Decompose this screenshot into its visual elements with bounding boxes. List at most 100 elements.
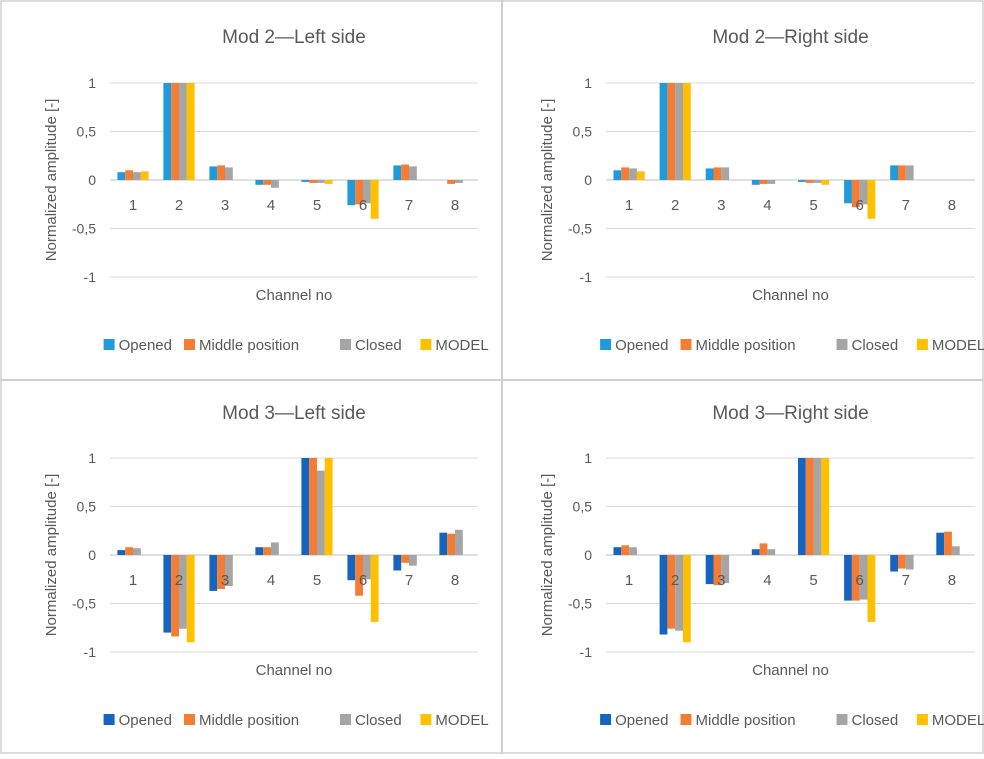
bar-closed-ch6 <box>859 180 868 205</box>
bar-middle-position-ch8 <box>447 533 455 555</box>
x-tick-label: 3 <box>717 572 725 589</box>
legend-label: Opened <box>119 337 172 354</box>
bar-closed-ch7 <box>409 166 417 180</box>
x-tick-label: 3 <box>221 572 229 589</box>
x-axis-label: Channel no <box>752 662 829 679</box>
y-tick-label: 0,5 <box>573 499 593 515</box>
x-tick-label: 6 <box>359 197 367 214</box>
bar-middle-position-ch5 <box>805 458 814 555</box>
x-tick-label: 1 <box>625 572 633 589</box>
x-tick-label: 4 <box>267 572 275 589</box>
legend-swatch <box>340 714 351 725</box>
x-tick-label: 5 <box>313 197 321 214</box>
x-tick-label: 2 <box>671 197 679 214</box>
y-tick-label: -1 <box>84 644 97 660</box>
bar-opened-ch6 <box>844 555 852 601</box>
x-tick-label: 7 <box>902 197 910 214</box>
bar-closed-ch3 <box>225 167 233 180</box>
bar-opened-ch7 <box>393 165 402 180</box>
legend-label: Closed <box>852 337 899 354</box>
y-tick-label: -0,5 <box>568 221 592 237</box>
y-tick-label: 0 <box>584 172 592 188</box>
bar-middle-position-ch7 <box>898 165 906 180</box>
legend-swatch <box>600 714 612 725</box>
chart-panel-1: Mod 2—Left side -1 -0,5 0 0,5 1 Normalized amp… <box>43 27 489 354</box>
bar-middle-position-ch5 <box>309 458 317 555</box>
y-tick-label: 0 <box>584 547 592 563</box>
y-tick-label: -1 <box>580 644 593 660</box>
x-tick-label: 6 <box>856 572 864 589</box>
bar-model-ch2 <box>683 555 691 643</box>
bar-middle-position-ch1 <box>125 170 133 180</box>
bar-opened-ch7 <box>393 555 402 571</box>
legend-label: Opened <box>119 712 172 729</box>
x-tick-label: 8 <box>948 197 956 214</box>
x-tick-label: 5 <box>313 572 321 589</box>
bar-model-ch5 <box>821 458 830 555</box>
bar-closed-ch4 <box>767 549 776 555</box>
bar-middle-position-ch7 <box>401 164 409 180</box>
x-tick-label: 1 <box>625 197 633 214</box>
bar-opened-ch4 <box>255 547 264 555</box>
legend-swatch <box>184 714 195 725</box>
bar-opened-ch1 <box>613 547 622 555</box>
bar-middle-position-ch3 <box>713 555 722 586</box>
y-axis-label: Normalized amplitude [-] <box>539 99 556 262</box>
legend-label: Opened <box>615 337 668 354</box>
x-tick-label: 3 <box>221 197 229 214</box>
bar-opened-ch2 <box>163 83 172 180</box>
bar-model-ch6 <box>867 555 876 622</box>
y-tick-label: -1 <box>580 269 593 285</box>
x-tick-label: 8 <box>451 572 459 589</box>
bar-closed-ch5 <box>317 470 325 555</box>
y-tick-label: -0,5 <box>568 596 592 612</box>
legend-label: Middle position <box>199 712 299 729</box>
bar-opened-ch3 <box>209 555 218 591</box>
bar-opened-ch4 <box>751 180 760 185</box>
y-tick-label: -0,5 <box>72 596 96 612</box>
bar-opened-ch2 <box>659 83 668 180</box>
legend-label: Middle position <box>696 337 796 354</box>
y-tick-label: 1 <box>88 450 96 466</box>
y-tick-label: 1 <box>584 75 592 91</box>
bar-middle-position-ch3 <box>713 167 722 180</box>
legend-swatch <box>103 714 115 725</box>
bar-closed-ch6 <box>363 555 371 580</box>
bar-opened-ch8 <box>936 532 945 555</box>
bar-middle-position-ch4 <box>759 180 768 184</box>
legend-swatch <box>420 339 432 350</box>
y-tick-label: 0 <box>88 172 96 188</box>
legend-swatch <box>103 339 115 350</box>
bar-closed-ch1 <box>629 547 637 555</box>
bar-middle-position-ch5 <box>805 180 814 183</box>
y-axis-label: Normalized amplitude [-] <box>43 99 60 262</box>
y-tick-label: 0,5 <box>77 124 97 140</box>
bar-opened-ch5 <box>798 458 806 555</box>
legend-label: Closed <box>355 337 402 354</box>
bar-model-ch6 <box>867 180 876 219</box>
bar-opened-ch4 <box>751 549 760 555</box>
bar-closed-ch3 <box>721 167 730 180</box>
x-tick-label: 7 <box>902 572 910 589</box>
legend-label: Closed <box>852 712 899 729</box>
bar-middle-position-ch2 <box>171 83 179 180</box>
bar-closed-ch3 <box>721 555 730 584</box>
y-tick-label: -0,5 <box>72 221 96 237</box>
legend-label: MODEL <box>435 337 488 354</box>
bar-middle-position-ch8 <box>944 531 952 555</box>
legend-label: Middle position <box>696 712 796 729</box>
bar-closed-ch4 <box>271 542 279 555</box>
bar-closed-ch4 <box>271 180 279 188</box>
x-tick-label: 5 <box>809 197 817 214</box>
chart-title: Mod 2—Right side <box>712 27 868 48</box>
bar-model-ch5 <box>821 180 830 185</box>
y-axis-label: Normalized amplitude [-] <box>43 474 60 637</box>
bar-opened-ch7 <box>890 165 898 180</box>
legend-label: Opened <box>615 712 668 729</box>
chart-title: Mod 2—Left side <box>222 27 366 48</box>
bar-middle-position-ch7 <box>898 555 906 569</box>
legend-swatch <box>680 339 692 350</box>
bar-opened-ch2 <box>163 555 172 633</box>
